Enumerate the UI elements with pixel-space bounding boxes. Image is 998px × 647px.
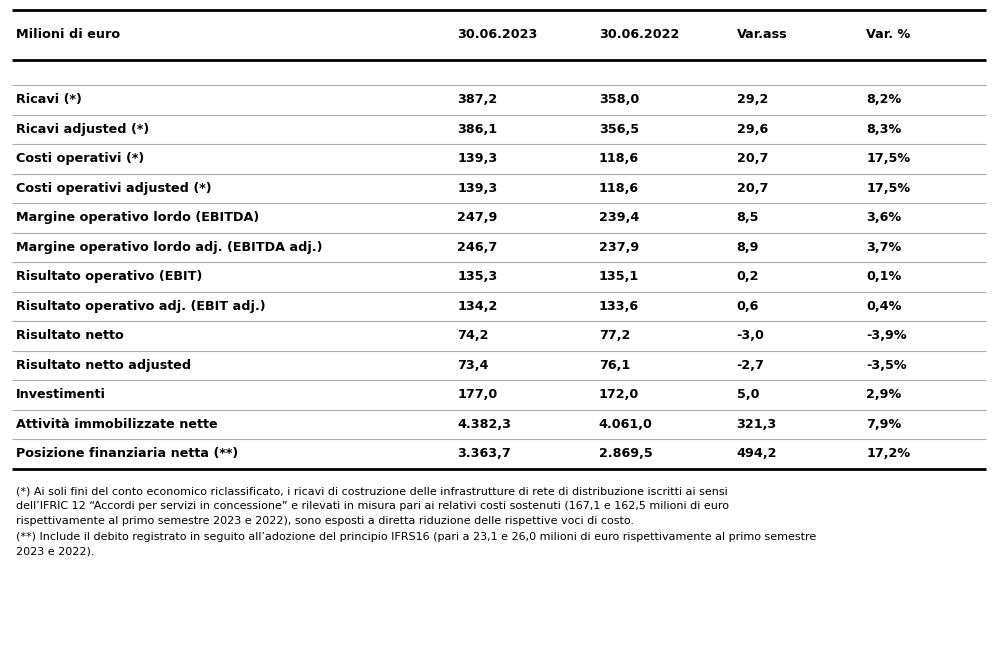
Text: 139,3: 139,3 [457,182,497,195]
Text: -2,7: -2,7 [737,358,764,372]
Text: 74,2: 74,2 [457,329,489,342]
Text: 17,5%: 17,5% [866,152,910,165]
Text: 29,2: 29,2 [737,93,767,106]
Text: 4.382,3: 4.382,3 [457,418,511,431]
Text: 17,5%: 17,5% [866,182,910,195]
Text: 0,1%: 0,1% [866,270,901,283]
Text: dell’IFRIC 12 “Accordi per servizi in concessione” e rilevati in misura pari ai : dell’IFRIC 12 “Accordi per servizi in co… [16,501,729,511]
Text: 4.061,0: 4.061,0 [599,418,653,431]
Text: Milioni di euro: Milioni di euro [16,28,120,41]
Text: 30.06.2023: 30.06.2023 [457,28,538,41]
Text: Ricavi (*): Ricavi (*) [16,93,82,106]
Text: 8,5: 8,5 [737,212,759,225]
Text: 17,2%: 17,2% [866,447,910,460]
Text: 321,3: 321,3 [737,418,776,431]
Text: Investimenti: Investimenti [16,388,106,401]
Text: 30.06.2022: 30.06.2022 [599,28,680,41]
Text: 3,7%: 3,7% [866,241,901,254]
Text: 237,9: 237,9 [599,241,639,254]
Text: 358,0: 358,0 [599,93,639,106]
Text: Margine operativo lordo adj. (EBITDA adj.): Margine operativo lordo adj. (EBITDA adj… [16,241,322,254]
Text: 2,9%: 2,9% [866,388,901,401]
Text: Risultato netto: Risultato netto [16,329,124,342]
Text: -3,5%: -3,5% [866,358,907,372]
Text: 73,4: 73,4 [457,358,489,372]
Text: 29,6: 29,6 [737,123,767,136]
Text: Posizione finanziaria netta (**): Posizione finanziaria netta (**) [16,447,239,460]
Text: 239,4: 239,4 [599,212,639,225]
Text: 494,2: 494,2 [737,447,777,460]
Text: (*) Ai soli fini del conto economico riclassificato, i ricavi di costruzione del: (*) Ai soli fini del conto economico ric… [16,487,728,496]
Text: 134,2: 134,2 [457,300,497,313]
Text: 0,2: 0,2 [737,270,759,283]
Text: 246,7: 246,7 [457,241,497,254]
Text: 8,2%: 8,2% [866,93,901,106]
Text: -3,0: -3,0 [737,329,764,342]
Text: 387,2: 387,2 [457,93,497,106]
Text: 0,4%: 0,4% [866,300,901,313]
Text: 3,6%: 3,6% [866,212,901,225]
Text: Costi operativi (*): Costi operativi (*) [16,152,145,165]
Text: 2.869,5: 2.869,5 [599,447,653,460]
Text: Costi operativi adjusted (*): Costi operativi adjusted (*) [16,182,212,195]
Text: Risultato operativo adj. (EBIT adj.): Risultato operativo adj. (EBIT adj.) [16,300,265,313]
Text: 247,9: 247,9 [457,212,497,225]
Text: 118,6: 118,6 [599,152,639,165]
Text: Attività immobilizzate nette: Attività immobilizzate nette [16,418,218,431]
Text: 7,9%: 7,9% [866,418,901,431]
Text: Risultato operativo (EBIT): Risultato operativo (EBIT) [16,270,203,283]
Text: 8,3%: 8,3% [866,123,901,136]
Text: 3.363,7: 3.363,7 [457,447,511,460]
Text: 139,3: 139,3 [457,152,497,165]
Text: 0,6: 0,6 [737,300,758,313]
Text: Ricavi adjusted (*): Ricavi adjusted (*) [16,123,150,136]
Text: Margine operativo lordo (EBITDA): Margine operativo lordo (EBITDA) [16,212,259,225]
Text: 135,1: 135,1 [599,270,639,283]
Text: 135,3: 135,3 [457,270,497,283]
Text: 5,0: 5,0 [737,388,759,401]
Text: 8,9: 8,9 [737,241,759,254]
Text: 177,0: 177,0 [457,388,497,401]
Text: 20,7: 20,7 [737,182,767,195]
Text: Var. %: Var. % [866,28,910,41]
Text: 77,2: 77,2 [599,329,630,342]
Text: 133,6: 133,6 [599,300,639,313]
Text: -3,9%: -3,9% [866,329,907,342]
Text: Risultato netto adjusted: Risultato netto adjusted [16,358,191,372]
Text: 386,1: 386,1 [457,123,497,136]
Text: 118,6: 118,6 [599,182,639,195]
Text: (**) Include il debito registrato in seguito all’adozione del principio IFRS16 (: (**) Include il debito registrato in seg… [16,532,816,542]
Text: Var.ass: Var.ass [737,28,787,41]
Text: 2023 e 2022).: 2023 e 2022). [16,547,95,556]
Text: rispettivamente al primo semestre 2023 e 2022), sono esposti a diretta riduzione: rispettivamente al primo semestre 2023 e… [16,516,634,525]
Text: 356,5: 356,5 [599,123,639,136]
Text: 172,0: 172,0 [599,388,639,401]
Text: 76,1: 76,1 [599,358,630,372]
Text: 20,7: 20,7 [737,152,767,165]
